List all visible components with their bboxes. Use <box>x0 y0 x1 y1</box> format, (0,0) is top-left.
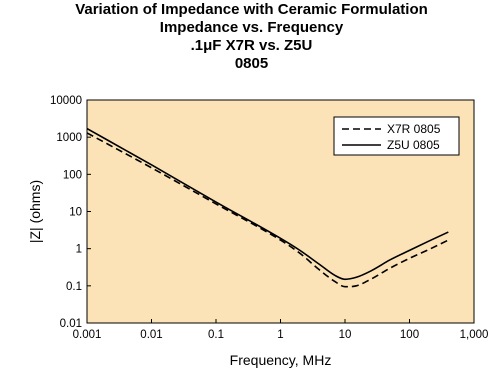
legend: X7R 0805 Z5U 0805 <box>333 116 460 156</box>
y-tick-label: 0.1 <box>66 281 82 293</box>
x-axis-title: Frequency, MHz <box>230 352 332 368</box>
y-tick-label: 0.01 <box>60 318 82 330</box>
chart-title-line-3: .1μF X7R vs. Z5U <box>190 37 313 54</box>
y-tick-label: 1000 <box>56 132 82 144</box>
y-tick-label: 100 <box>63 169 82 181</box>
x-axis: 0.001 0.01 0.1 1 10 100 1,000 <box>73 319 489 341</box>
y-tick-label: 10000 <box>50 95 82 107</box>
x-tick-label: 1,000 <box>460 329 489 341</box>
chart-title-line-2: Impedance vs. Frequency <box>159 19 344 36</box>
x-tick-label: 0.01 <box>140 329 162 341</box>
series-line-z5u <box>86 127 449 281</box>
x-tick-label: 0.001 <box>73 329 102 341</box>
x-tick-label: 0.1 <box>208 329 224 341</box>
chart-title-line-4: 0805 <box>234 55 269 72</box>
series-line-x7r <box>86 132 449 288</box>
legend-label-x7r: X7R 0805 <box>387 122 441 136</box>
y-axis-title: |Z| (ohms) <box>27 180 43 243</box>
chart-title: Variation of Impedance with Ceramic Form… <box>0 1 503 73</box>
x-tick-label: 10 <box>339 329 352 341</box>
series-layer <box>86 127 449 288</box>
x-tick-label: 1 <box>277 329 283 341</box>
y-tick-label: 1 <box>76 244 82 256</box>
y-axis: 0.01 0.1 1 10 100 1000 10000 <box>50 95 91 330</box>
y-tick-label: 10 <box>69 207 82 219</box>
chart-title-line-1: Variation of Impedance with Ceramic Form… <box>75 1 428 18</box>
legend-label-z5u: Z5U 0805 <box>387 138 440 152</box>
legend-box <box>333 116 460 156</box>
x-tick-label: 100 <box>400 329 419 341</box>
